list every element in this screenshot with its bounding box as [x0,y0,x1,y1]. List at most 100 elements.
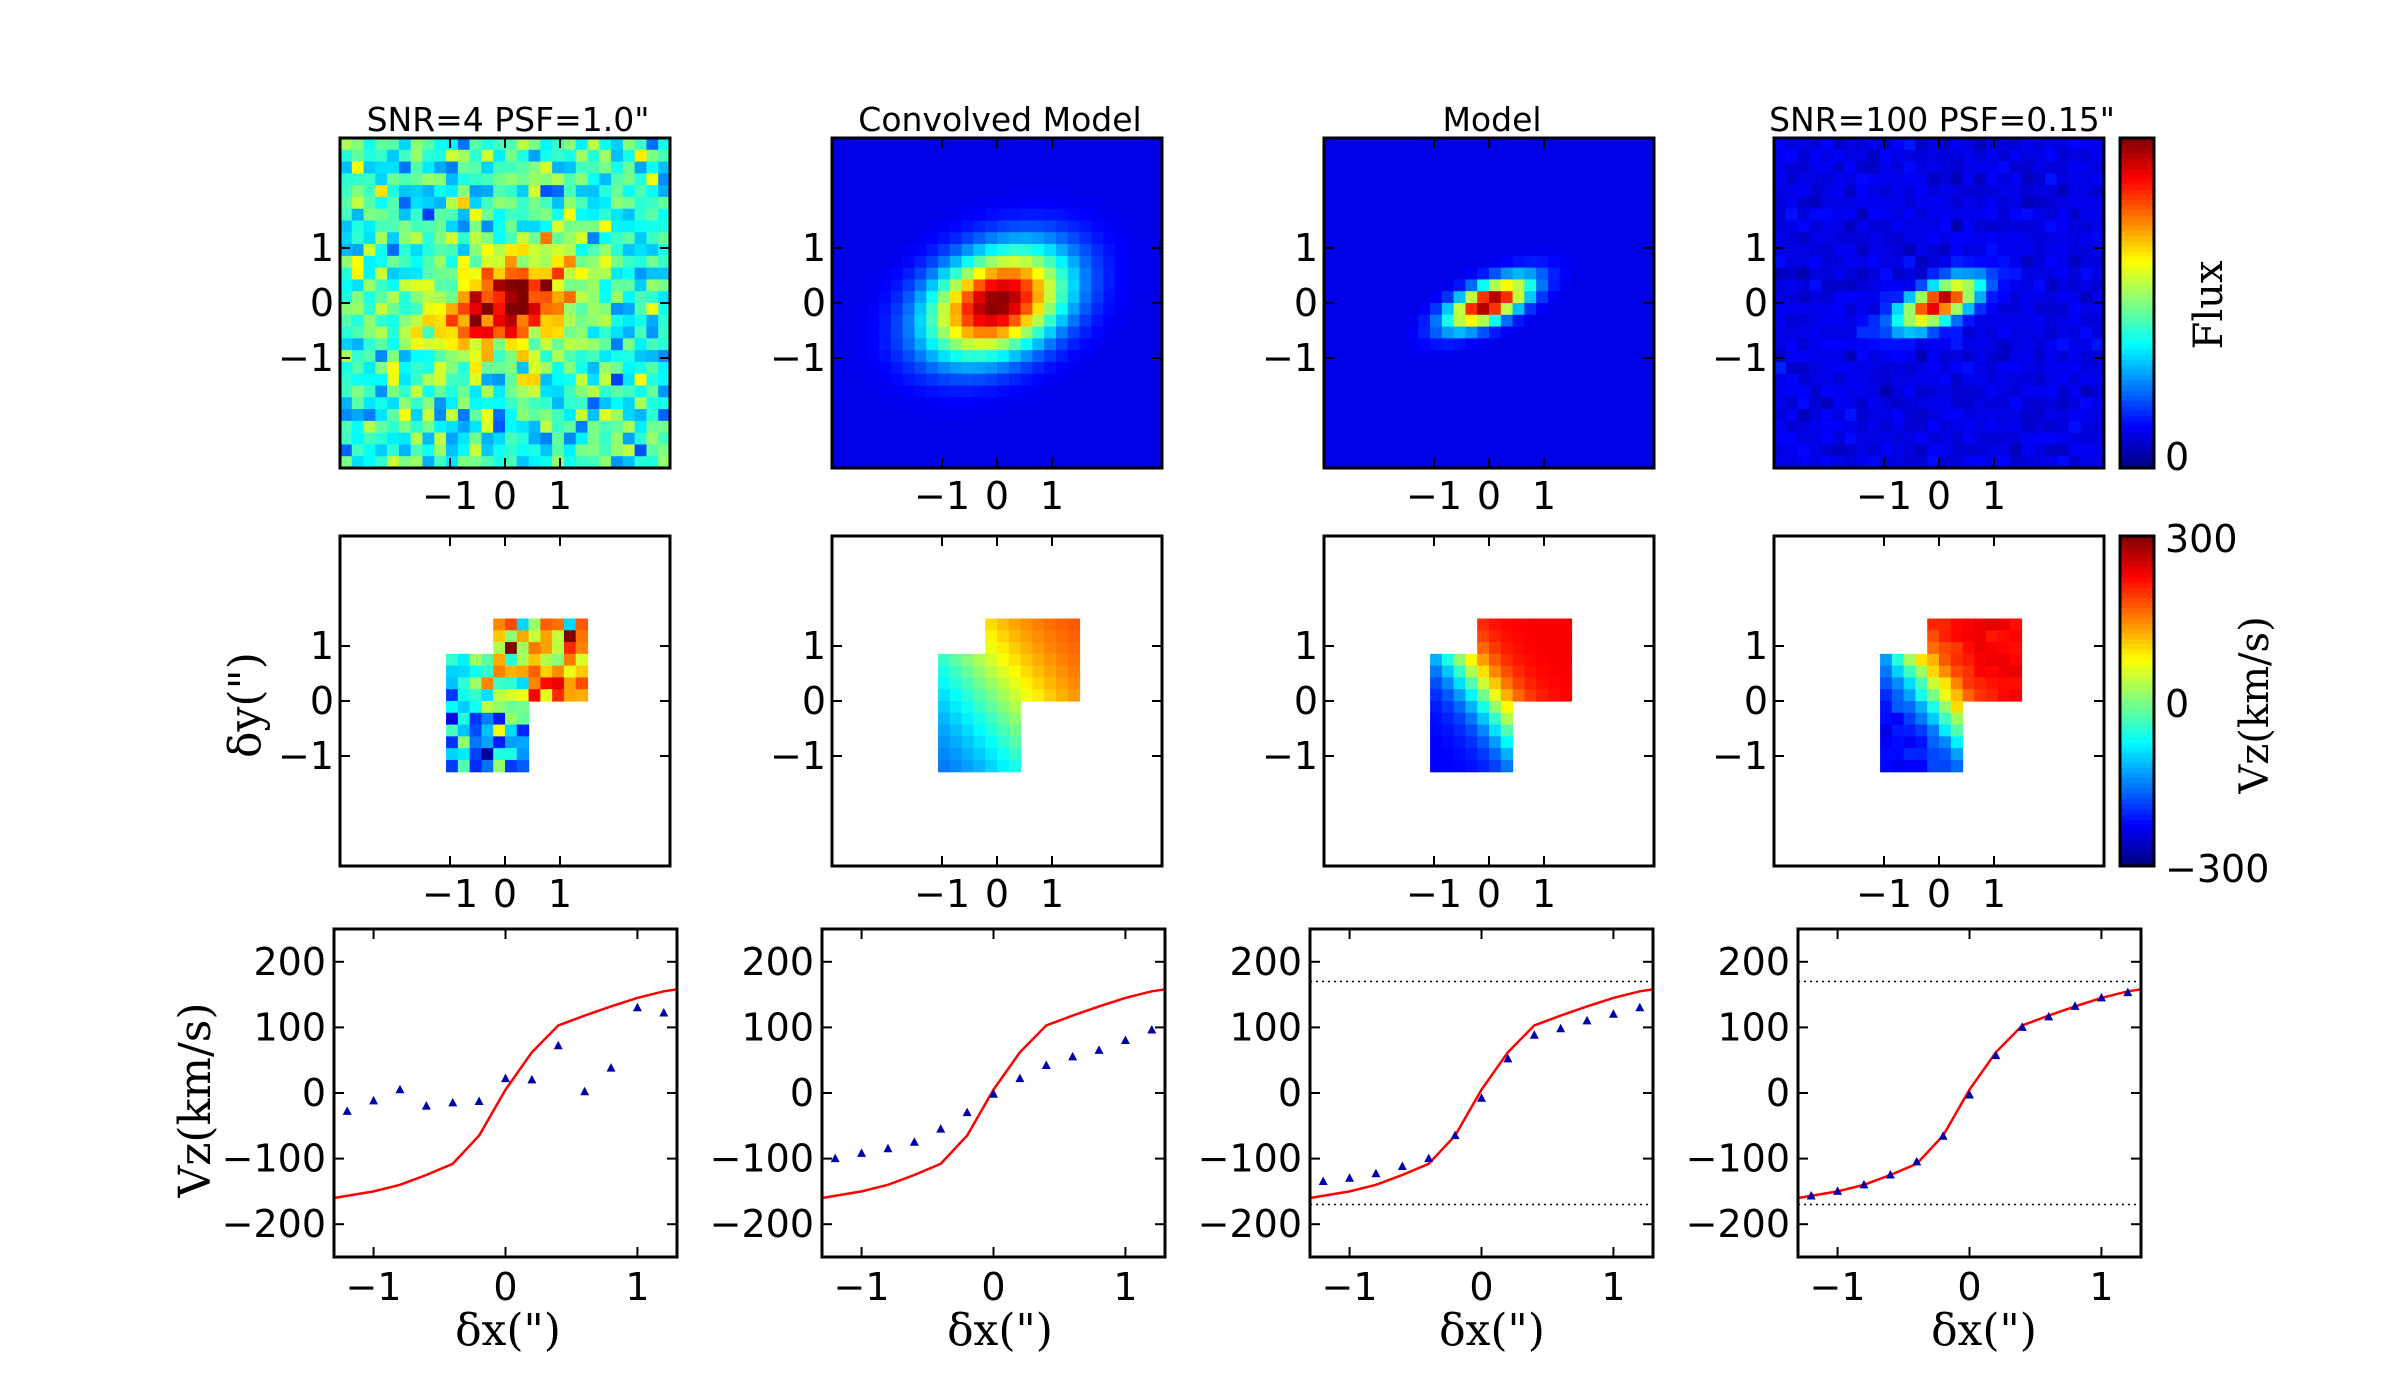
curve-ytick-label: 200 [1717,940,1790,984]
xlabel-4: δx(") [1931,1305,2037,1356]
data-point [395,1084,405,1094]
data-point [1859,1179,1869,1189]
map-xtick-label: 0 [1927,474,1951,518]
data-point [1345,1173,1355,1182]
data-point [1424,1153,1434,1163]
map-ytick-label: −1 [770,734,826,778]
curve-xtick-label: −1 [346,1265,402,1309]
data-point [2096,992,2106,1002]
data-point [1806,1190,1816,1200]
data-point [962,1107,972,1117]
map-ytick-label: 1 [1744,226,1768,270]
map-ytick-label: −1 [278,734,334,778]
colorbars [2118,136,2156,868]
data-point [1582,1015,1592,1025]
map-xtick-label: 1 [1982,872,2006,916]
map-ytick-label: 1 [1744,624,1768,668]
map-xtick-label: 1 [1532,474,1556,518]
map-ytick-label: 0 [802,679,826,723]
model-curve [822,988,1165,1200]
panel-title-4: SNR=100 PSF=0.15" [1769,100,2115,139]
map-xtick-label: 0 [493,474,517,518]
data-point [421,1101,431,1110]
map-xtick-label: 1 [1532,872,1556,916]
curve-ytick-label: 100 [1229,1005,1302,1049]
data-point [1833,1186,1843,1195]
map-ytick-label: 1 [310,624,334,668]
xlabel-1: δx(") [455,1305,561,1356]
curve-xtick-label: 1 [1601,1265,1625,1309]
map-xtick-label: 0 [493,872,517,916]
data-point [1015,1073,1025,1083]
map-xtick-label: 0 [985,474,1009,518]
data-point [909,1137,919,1146]
curve-xtick-label: 0 [1469,1265,1493,1309]
velocity-colorbar-tick-mid: 0 [2165,682,2189,726]
curve-ytick-label: −100 [710,1137,814,1181]
velocity-colorbar-tick-bottom: −300 [2165,847,2269,891]
flux-colorbar [2118,136,2156,470]
data-point [553,1040,563,1050]
data-point [1068,1051,1078,1061]
data-point [342,1106,352,1115]
velocity-colorbar-label: Vz(km/s) [2232,616,2278,794]
curve-ytick-label: −100 [1686,1137,1790,1181]
map-xtick-label: −1 [422,474,478,518]
map-ytick-label: 0 [310,679,334,723]
map-xtick-label: 1 [548,474,572,518]
data-point [830,1153,840,1163]
map-ytick-label: 0 [1294,281,1318,325]
map-ytick-label: 0 [1294,679,1318,723]
xlabel-2: δx(") [947,1305,1053,1356]
data-point [1041,1060,1051,1069]
data-point [1371,1168,1381,1178]
data-point [474,1096,484,1106]
curve-ytick-label: −200 [710,1202,814,1246]
row3-ylabel: Vz(km/s) [170,1002,221,1198]
curve-xtick-label: −1 [1810,1265,1866,1309]
data-point [1503,1053,1513,1063]
model-curve [1798,988,2141,1200]
curve-ytick-label: −200 [1198,1202,1302,1246]
curve-ytick-label: 100 [741,1005,814,1049]
data-point [1635,1002,1645,1012]
map-ytick-label: −1 [770,336,826,380]
data-point [527,1074,537,1084]
data-point [1397,1161,1407,1170]
data-point [2070,1001,2080,1010]
map-xtick-label: 1 [548,872,572,916]
curve-ytick-label: 200 [741,940,814,984]
data-point [2017,1022,2027,1031]
data-point [369,1095,379,1105]
map-xtick-label: −1 [1856,474,1912,518]
data-point [1529,1030,1539,1039]
data-point [2123,987,2133,997]
data-point [989,1089,998,1098]
curve-ytick-label: −200 [1686,1202,1790,1246]
data-point [883,1143,893,1153]
data-point [1450,1130,1460,1140]
curve-ytick-label: 200 [1229,940,1302,984]
data-point [1912,1156,1922,1166]
rotation-curve-3: −1 0 1 200 100 0 −100 −200 [1198,927,1655,1309]
curve-ytick-label: 100 [253,1005,326,1049]
curve-xtick-label: −1 [834,1265,890,1309]
data-point [606,1063,616,1072]
rotation-curve-2: −1 0 1 200 100 0 −100 −200 [710,927,1167,1309]
data-point [857,1148,867,1157]
map-ytick-label: 1 [802,624,826,668]
map-ytick-label: 0 [802,281,826,325]
curve-xtick-label: 0 [981,1265,1005,1309]
map-ytick-label: 1 [1294,624,1318,668]
data-point [448,1097,458,1107]
model-curve [1310,988,1653,1200]
map-xtick-label: −1 [914,474,970,518]
curve-xtick-label: 1 [625,1265,649,1309]
map-ytick-label: −1 [1712,336,1768,380]
xlabel-3: δx(") [1439,1305,1545,1356]
row2-ylabel: δy(") [220,652,271,758]
data-point [1120,1035,1130,1045]
velocity-colorbar-tick-top: 300 [2165,517,2238,561]
map-xtick-label: 0 [1477,474,1501,518]
